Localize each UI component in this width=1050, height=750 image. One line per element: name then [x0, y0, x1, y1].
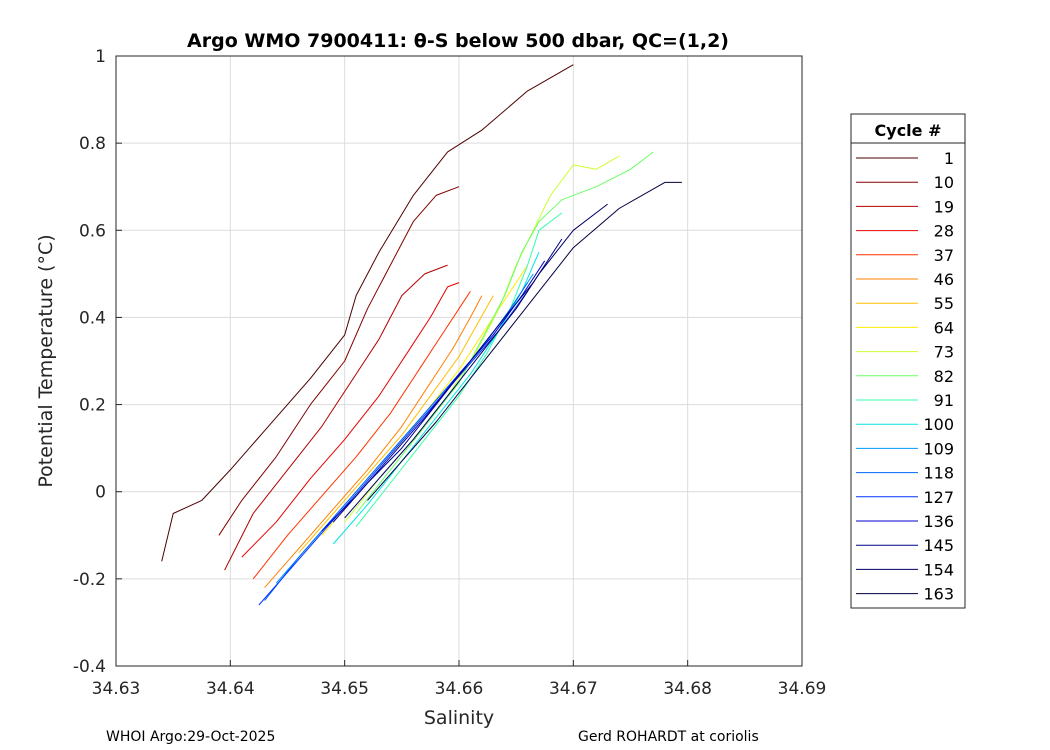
series-line-cycle-37 [252, 291, 471, 580]
footer-left: WHOI Argo:29-Oct-2025 [106, 729, 275, 745]
x-tick-label: 34.67 [549, 679, 598, 699]
legend-entries: 1 10 19 28 37 46 55 64 73 82 91 100 109 118 127 136 145 1… [856, 149, 954, 604]
legend-label: 109 [923, 439, 954, 458]
series-line-cycle-82 [355, 151, 654, 514]
x-tick-label: 34.65 [320, 679, 369, 699]
y-tick-label: 0 [95, 483, 106, 503]
x-tick-label: 34.69 [778, 679, 827, 699]
series-line-cycle-145 [332, 238, 563, 523]
legend-label: 64 [934, 318, 954, 337]
legend-label: 136 [923, 512, 954, 531]
legend-label: 145 [923, 536, 954, 555]
legend-label: 10 [934, 173, 954, 192]
legend-title: Cycle # [875, 121, 942, 140]
legend-label: 154 [923, 560, 954, 579]
legend-label: 82 [934, 367, 954, 386]
chart-title: Argo WMO 7900411: θ-S below 500 dbar, QC… [187, 30, 729, 52]
legend: Cycle # 1 10 19 28 37 46 55 64 73 82 91 100 109 118 12… [850, 113, 966, 609]
y-tick-label: 0.8 [79, 134, 106, 154]
legend-label: 1 [944, 149, 954, 168]
series-line-cycle-154 [344, 203, 608, 519]
legend-label: 28 [934, 222, 954, 241]
series-line-cycle-19 [224, 264, 448, 571]
y-axis-title: Potential Temperature (°C) [35, 234, 57, 487]
x-tick-label: 34.64 [206, 679, 255, 699]
x-axis-title: Salinity [424, 707, 494, 729]
series-line-cycle-28 [241, 282, 460, 558]
y-tick-label: -0.2 [73, 570, 106, 590]
y-tick-label: -0.4 [73, 657, 106, 677]
legend-label: 118 [923, 464, 954, 483]
series-line-cycle-91 [355, 212, 563, 527]
legend-box [850, 113, 966, 609]
series-line-cycle-163 [367, 181, 682, 501]
legend-label: 100 [923, 415, 954, 434]
legend-label: 19 [934, 197, 954, 216]
series-line-cycle-1 [161, 64, 574, 562]
series-group [161, 64, 682, 606]
legend-label: 163 [923, 585, 954, 604]
x-axis: 34.63 34.64 34.65 34.66 34.67 34.68 34.69 [92, 660, 827, 699]
y-axis: 1 0.8 0.6 0.4 0.2 0 -0.2 -0.4 [73, 47, 122, 677]
series-line-cycle-10 [218, 186, 460, 536]
series-line-cycle-55 [298, 295, 494, 554]
x-tick-label: 34.68 [663, 679, 712, 699]
legend-label: 46 [934, 270, 954, 289]
legend-label: 91 [934, 391, 954, 410]
x-tick-label: 34.66 [435, 679, 484, 699]
y-tick-label: 1 [95, 47, 106, 67]
footer-right: Gerd ROHARDT at coriolis [578, 729, 759, 745]
series-line-cycle-46 [264, 295, 483, 588]
y-tick-label: 0.2 [79, 396, 106, 416]
legend-label: 37 [934, 246, 954, 265]
legend-label: 55 [934, 294, 954, 313]
legend-label: 127 [923, 488, 954, 507]
y-tick-label: 0.6 [79, 221, 106, 241]
series-line-cycle-127 [258, 291, 529, 606]
legend-label: 73 [934, 343, 954, 362]
y-tick-label: 0.4 [79, 308, 106, 328]
x-tick-label: 34.63 [92, 679, 141, 699]
